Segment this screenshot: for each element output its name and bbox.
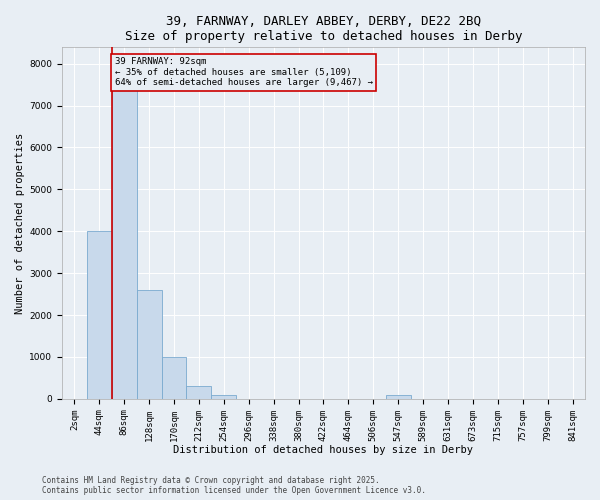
X-axis label: Distribution of detached houses by size in Derby: Distribution of detached houses by size … xyxy=(173,445,473,455)
Y-axis label: Number of detached properties: Number of detached properties xyxy=(15,132,25,314)
Bar xyxy=(137,290,161,399)
Bar xyxy=(87,232,112,399)
Bar xyxy=(211,394,236,399)
Text: Contains HM Land Registry data © Crown copyright and database right 2025.
Contai: Contains HM Land Registry data © Crown c… xyxy=(42,476,426,495)
Title: 39, FARNWAY, DARLEY ABBEY, DERBY, DE22 2BQ
Size of property relative to detached: 39, FARNWAY, DARLEY ABBEY, DERBY, DE22 2… xyxy=(125,15,522,43)
Bar xyxy=(386,394,410,399)
Bar xyxy=(161,357,187,399)
Text: 39 FARNWAY: 92sqm
← 35% of detached houses are smaller (5,109)
64% of semi-detac: 39 FARNWAY: 92sqm ← 35% of detached hous… xyxy=(115,58,373,87)
Bar xyxy=(112,89,137,399)
Bar xyxy=(187,386,211,399)
